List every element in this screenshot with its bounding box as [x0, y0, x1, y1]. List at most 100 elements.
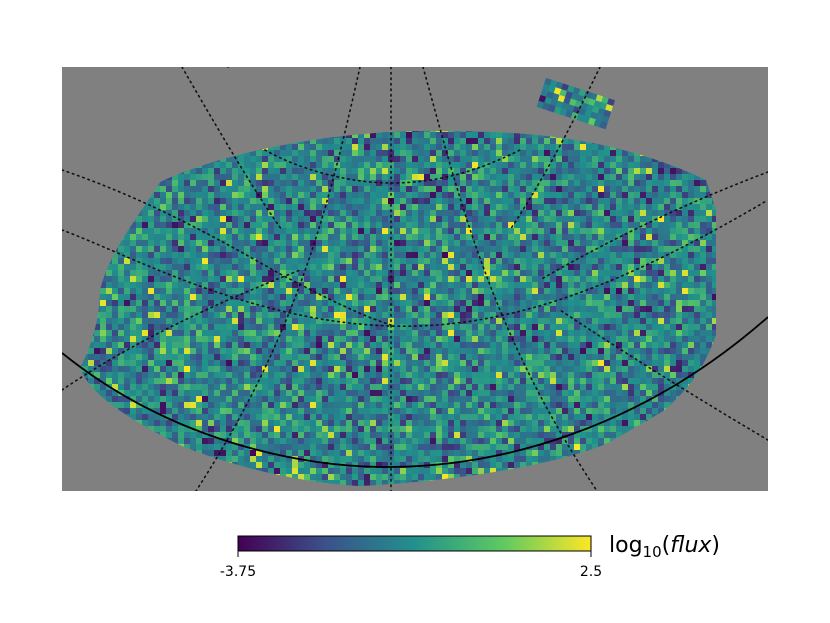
flux-pixel [232, 234, 239, 241]
flux-pixel [268, 210, 275, 217]
flux-pixel [280, 168, 287, 175]
flux-pixel [568, 180, 575, 187]
flux-pixel [412, 282, 419, 289]
flux-pixel [370, 300, 377, 307]
flux-pixel [274, 156, 281, 163]
flux-pixel [286, 390, 293, 397]
flux-pixel [580, 150, 587, 157]
flux-pixel [640, 180, 647, 187]
flux-pixel [196, 318, 203, 325]
flux-pixel [292, 222, 299, 229]
flux-pixel [226, 252, 233, 259]
flux-pixel [304, 210, 311, 217]
flux-pixel [478, 222, 485, 229]
flux-pixel [220, 330, 227, 337]
flux-pixel [208, 168, 215, 175]
flux-pixel [526, 252, 533, 259]
flux-pixel [394, 150, 401, 157]
flux-pixel [406, 252, 413, 259]
flux-pixel [184, 240, 191, 247]
flux-pixel [286, 228, 293, 235]
flux-pixel [154, 216, 161, 223]
flux-pixel [436, 156, 443, 163]
flux-pixel [694, 246, 701, 253]
flux-pixel [382, 384, 389, 391]
flux-pixel [412, 312, 419, 319]
flux-pixel [598, 264, 605, 271]
flux-pixel [556, 210, 563, 217]
flux-pixel [700, 186, 707, 193]
flux-pixel [166, 240, 173, 247]
flux-pixel [460, 372, 467, 379]
flux-pixel [112, 342, 119, 349]
flux-pixel [400, 336, 407, 343]
flux-pixel [664, 282, 671, 289]
flux-pixel [580, 222, 587, 229]
flux-pixel [412, 204, 419, 211]
flux-pixel [322, 252, 329, 259]
flux-pixel [292, 156, 299, 163]
flux-pixel [328, 270, 335, 277]
flux-pixel [268, 384, 275, 391]
flux-pixel [352, 144, 359, 151]
flux-pixel [598, 252, 605, 259]
flux-pixel [280, 228, 287, 235]
flux-pixel [94, 384, 101, 391]
flux-pixel [400, 372, 407, 379]
flux-pixel [250, 240, 257, 247]
flux-pixel [136, 342, 143, 349]
flux-pixel [334, 180, 341, 187]
flux-pixel [604, 186, 611, 193]
flux-pixel [640, 258, 647, 265]
flux-pixel [562, 162, 569, 169]
flux-pixel [544, 300, 551, 307]
flux-pixel [304, 240, 311, 247]
flux-pixel [160, 294, 167, 301]
flux-pixel [652, 222, 659, 229]
flux-pixel [292, 180, 299, 187]
flux-pixel [550, 348, 557, 355]
flux-pixel [262, 306, 269, 313]
flux-pixel [196, 390, 203, 397]
flux-pixel [232, 324, 239, 331]
flux-pixel [598, 162, 605, 169]
flux-pixel [586, 192, 593, 199]
flux-pixel [166, 306, 173, 313]
flux-pixel [154, 300, 161, 307]
flux-pixel [118, 348, 125, 355]
flux-pixel [574, 324, 581, 331]
flux-pixel [586, 222, 593, 229]
flux-pixel [712, 204, 716, 211]
flux-pixel [250, 204, 257, 211]
flux-pixel [106, 354, 113, 361]
flux-pixel [376, 342, 383, 349]
flux-pixel [322, 228, 329, 235]
flux-pixel [478, 150, 485, 157]
flux-pixel [376, 174, 383, 181]
flux-pixel [472, 210, 479, 217]
flux-pixel [298, 144, 305, 151]
flux-pixel [466, 378, 473, 385]
flux-pixel [136, 228, 143, 235]
flux-pixel [322, 354, 329, 361]
flux-pixel [646, 174, 653, 181]
flux-pixel [430, 288, 437, 295]
flux-pixel [592, 204, 599, 211]
flux-pixel [682, 270, 689, 277]
flux-pixel [280, 342, 287, 349]
flux-pixel [352, 318, 359, 325]
flux-pixel [298, 330, 305, 337]
flux-pixel [178, 372, 185, 379]
flux-pixel [472, 150, 479, 157]
flux-pixel [610, 258, 617, 265]
flux-pixel [418, 372, 425, 379]
flux-pixel [682, 240, 689, 247]
flux-pixel [550, 384, 557, 391]
flux-pixel [568, 372, 575, 379]
flux-pixel [148, 210, 155, 217]
flux-pixel [538, 384, 545, 391]
flux-pixel [334, 204, 341, 211]
flux-pixel [178, 222, 185, 229]
flux-pixel [532, 168, 539, 175]
flux-pixel [436, 330, 443, 337]
